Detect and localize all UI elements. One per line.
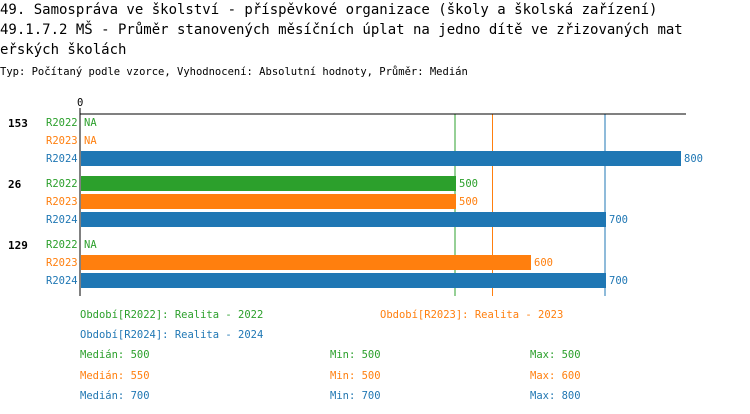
series-label-r2024: R2024 <box>46 275 78 287</box>
bar-value-label: 700 <box>609 275 628 287</box>
legend-r2024: Období[R2024]: Realita - 2024 <box>80 329 264 341</box>
zero-tick-label: 0 <box>77 97 83 109</box>
chart-subtitle: Typ: Počítaný podle vzorce, Vyhodnocení:… <box>0 66 468 78</box>
bar-r2023 <box>81 194 456 209</box>
bar-value-label: 500 <box>459 178 478 190</box>
series-label-r2022: R2022 <box>46 178 78 190</box>
median-r2022: Medián: 500 <box>80 349 150 361</box>
median-r2023: Medián: 550 <box>80 370 150 382</box>
series-label-r2022: R2022 <box>46 117 78 129</box>
bar-r2024 <box>81 151 681 166</box>
series-label-r2024: R2024 <box>46 214 78 226</box>
series-label-r2023: R2023 <box>46 135 78 147</box>
series-label-r2024: R2024 <box>46 153 78 165</box>
series-label-r2023: R2023 <box>46 196 78 208</box>
max-r2023: Max: 600 <box>530 370 581 382</box>
median-r2024: Medián: 700 <box>80 390 150 402</box>
bar-value-label: 500 <box>459 196 478 208</box>
group-label: 129 <box>8 239 28 252</box>
chart-title-line-2: 49.1.7.2 MŠ - Průměr stanovených měsíční… <box>0 22 683 38</box>
chart-title-line-3: eřských školách <box>0 42 127 58</box>
group-label: 153 <box>8 117 28 130</box>
legend-r2023: Období[R2023]: Realita - 2023 <box>380 309 564 321</box>
max-r2022: Max: 500 <box>530 349 581 361</box>
min-r2023: Min: 500 <box>330 370 381 382</box>
chart-title-line-1: 49. Samospráva ve školství - příspěvkové… <box>0 2 658 18</box>
min-r2022: Min: 500 <box>330 349 381 361</box>
series-label-r2023: R2023 <box>46 257 78 269</box>
min-r2024: Min: 700 <box>330 390 381 402</box>
bar-r2024 <box>81 212 606 227</box>
max-r2024: Max: 800 <box>530 390 581 402</box>
bar-r2024 <box>81 273 606 288</box>
series-label-r2022: R2022 <box>46 239 78 251</box>
group-label: 26 <box>8 178 22 191</box>
bar-value-label: NA <box>84 117 97 129</box>
bar-value-label: 700 <box>609 214 628 226</box>
bar-value-label: 800 <box>684 153 703 165</box>
bar-value-label: 600 <box>534 257 553 269</box>
legend-r2022: Období[R2022]: Realita - 2022 <box>80 309 264 321</box>
bar-value-label: NA <box>84 135 97 147</box>
bar-value-label: NA <box>84 239 97 251</box>
bar-r2022 <box>81 176 456 191</box>
bar-r2023 <box>81 255 531 270</box>
